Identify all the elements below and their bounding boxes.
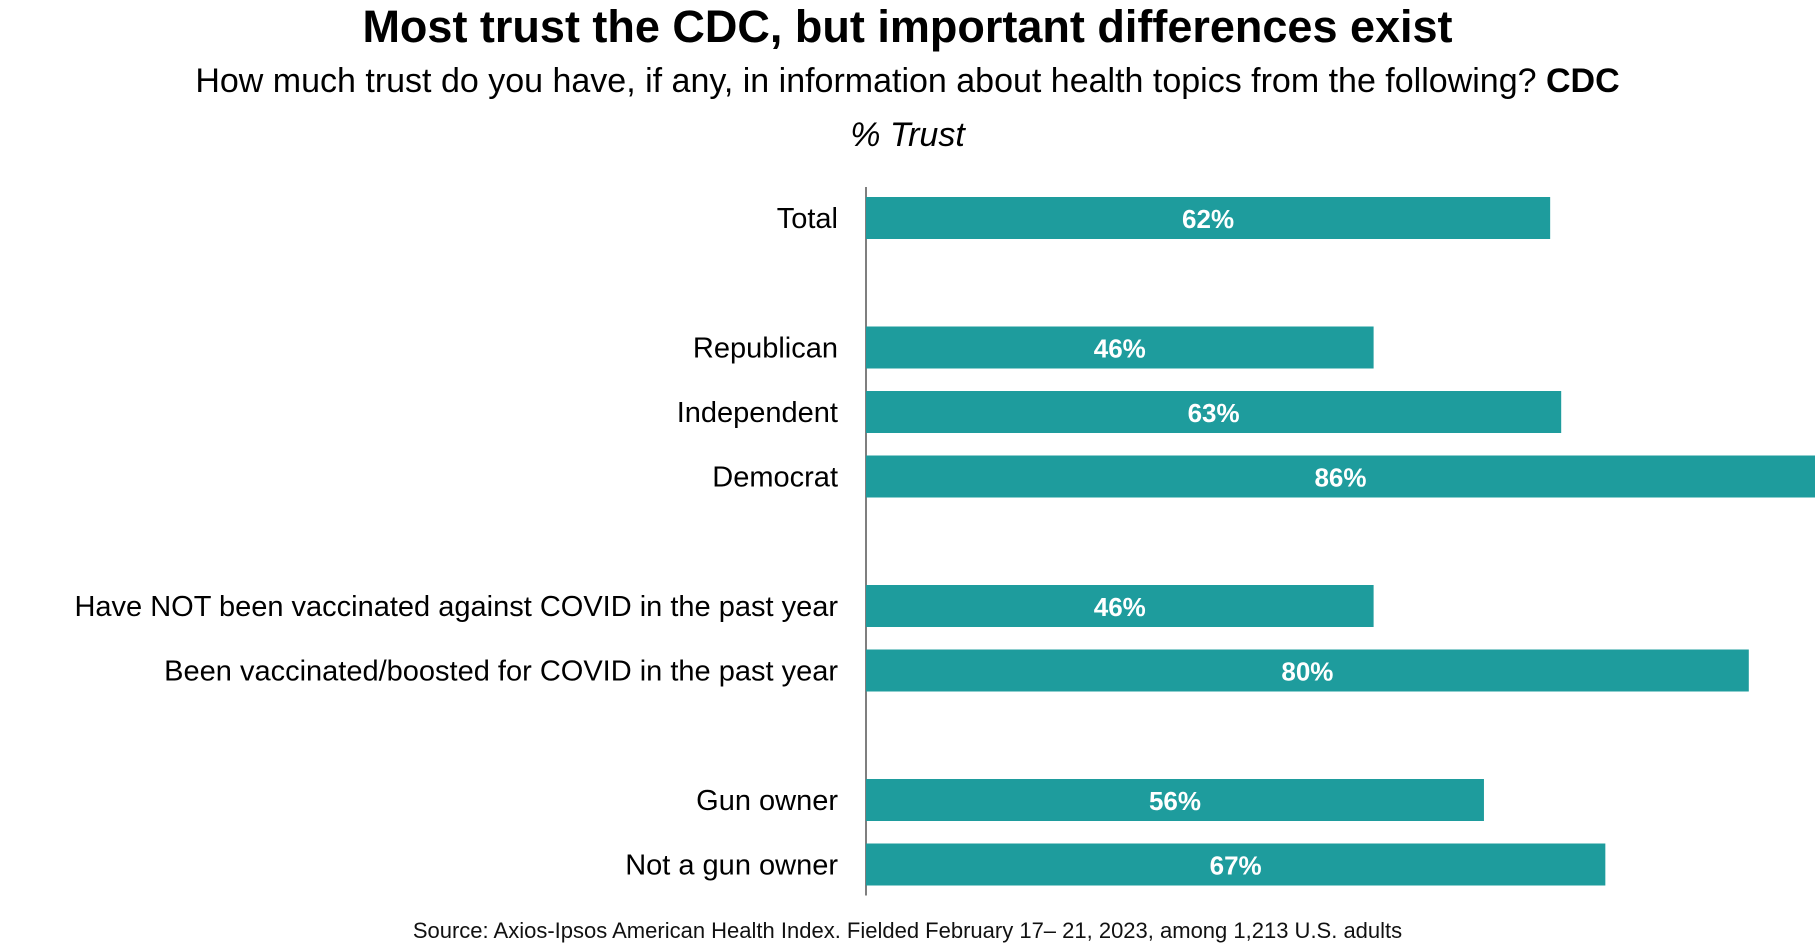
data-label: 63%: [1188, 398, 1240, 428]
source-note: Source: Axios-Ipsos American Health Inde…: [412, 918, 1403, 943]
category-label: Democrat: [712, 462, 838, 494]
axis-unit-label: % Trust: [850, 116, 965, 154]
data-label: 62%: [1182, 204, 1234, 234]
subtitle-question: How much trust do you have, if any, in i…: [195, 62, 1537, 100]
category-label: Not a gun owner: [625, 850, 838, 882]
category-label: Republican: [693, 333, 838, 365]
data-label: 46%: [1094, 592, 1146, 622]
data-label: 46%: [1094, 334, 1146, 364]
bar: [866, 649, 1749, 692]
category-label: Gun owner: [696, 785, 838, 817]
chart-title: Most trust the CDC, but important differ…: [362, 1, 1453, 52]
bar: [866, 455, 1815, 498]
bar: [866, 197, 1551, 239]
bar: [866, 779, 1484, 821]
category-label: Independent: [677, 397, 838, 429]
subtitle-emphasis: CDC: [1545, 62, 1620, 100]
data-label: 80%: [1281, 657, 1333, 687]
bar: [866, 391, 1562, 433]
data-label: 67%: [1210, 851, 1262, 881]
data-label: 86%: [1314, 463, 1366, 493]
bar: [866, 326, 1374, 369]
category-label: Total: [777, 203, 838, 235]
category-label: Have NOT been vaccinated against COVID i…: [74, 591, 838, 623]
data-label: 56%: [1149, 786, 1201, 816]
bar: [866, 843, 1606, 886]
category-label: Been vaccinated/boosted for COVID in the…: [164, 656, 838, 688]
bar: [866, 585, 1374, 627]
chart-subtitle: How much trust do you have, if any, in i…: [0, 60, 1815, 102]
